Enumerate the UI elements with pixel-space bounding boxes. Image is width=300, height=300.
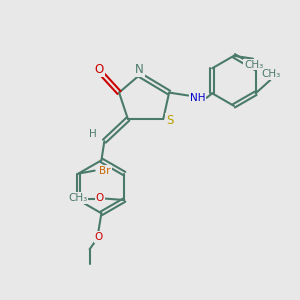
Text: CH₃: CH₃ [68,193,87,203]
Text: O: O [96,193,104,203]
Text: N: N [135,63,144,76]
Text: H: H [89,129,97,139]
Text: Br: Br [99,166,111,176]
Text: CH₃: CH₃ [244,60,264,70]
Text: O: O [95,63,104,76]
Text: O: O [94,232,103,242]
Text: S: S [166,114,173,127]
Text: NH: NH [190,93,206,103]
Text: CH₃: CH₃ [261,69,280,79]
